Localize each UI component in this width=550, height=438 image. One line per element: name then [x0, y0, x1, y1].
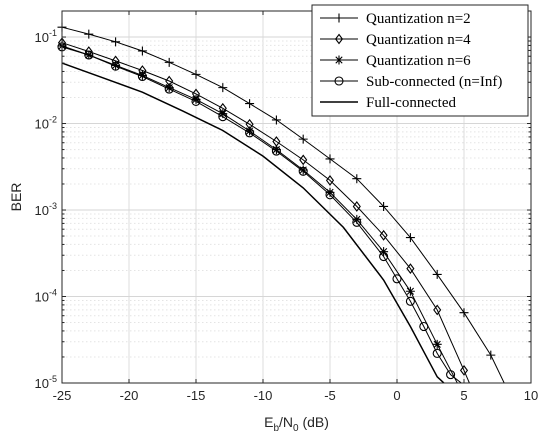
data-point — [137, 46, 147, 56]
data-point — [379, 229, 388, 241]
data-point — [218, 83, 228, 93]
data-point — [405, 233, 415, 243]
y-tick-label: 10-5 — [35, 374, 57, 391]
data-point — [419, 321, 429, 332]
data-point — [218, 112, 228, 122]
legend-entry-2: Quantization n=4 — [320, 32, 471, 48]
legend-label: Quantization n=6 — [366, 53, 471, 69]
series-line-1 — [61, 26, 505, 384]
data-point — [379, 247, 389, 257]
legend-entry-5: Full-connected — [320, 95, 456, 111]
data-point — [406, 263, 415, 275]
data-point — [298, 134, 308, 144]
series-group — [57, 22, 505, 384]
x-tick-label: -15 — [187, 388, 206, 403]
legend-label: Full-connected — [366, 95, 456, 111]
data-point — [432, 339, 442, 349]
data-point — [164, 57, 174, 67]
data-point — [111, 60, 121, 70]
series-line-4 — [61, 46, 462, 384]
legend-entry-4: Sub-connected (n=Inf) — [320, 74, 502, 90]
data-point — [405, 286, 415, 296]
data-point — [325, 174, 335, 186]
data-point — [392, 274, 402, 284]
data-point — [271, 145, 281, 155]
data-point — [271, 146, 281, 156]
data-point — [271, 115, 281, 125]
x-tick-label: 0 — [393, 388, 400, 403]
data-point — [433, 304, 442, 316]
data-point — [164, 83, 174, 93]
x-axis-label: Eb/N0 (dB) — [264, 414, 329, 434]
data-point — [111, 61, 121, 71]
y-axis-label: BER — [8, 183, 24, 212]
data-point — [405, 296, 415, 306]
series-5 — [61, 62, 445, 384]
data-point — [459, 364, 469, 376]
y-tick-label: 10-3 — [35, 201, 57, 218]
legend-marker — [334, 76, 344, 86]
data-point — [352, 217, 362, 227]
data-point — [164, 84, 174, 94]
data-point — [191, 96, 201, 106]
data-point — [432, 348, 442, 358]
data-point — [84, 29, 94, 39]
data-point — [325, 154, 335, 164]
legend-entry-3: Quantization n=6 — [320, 53, 471, 69]
legend-marker — [334, 55, 344, 65]
x-tick-label: 5 — [460, 388, 467, 403]
legend-label: Quantization n=2 — [366, 11, 471, 27]
legend: Quantization n=2 Quantization n=4 Quantiza… — [311, 4, 529, 117]
data-point — [191, 94, 201, 104]
data-point — [298, 166, 308, 176]
data-point — [352, 174, 362, 184]
data-point — [245, 128, 255, 138]
data-point — [352, 201, 361, 212]
x-tick-label: -25 — [53, 388, 72, 403]
data-point — [325, 187, 335, 197]
x-tick-label: -5 — [324, 388, 336, 403]
series-line-2 — [61, 42, 470, 384]
y-tick-label: 10-4 — [35, 288, 57, 305]
data-point — [379, 201, 389, 211]
data-point — [298, 165, 308, 175]
data-point — [191, 69, 201, 79]
data-point — [486, 350, 496, 360]
data-point — [218, 109, 228, 119]
series-line-3 — [61, 45, 458, 384]
x-tick-label: 10 — [524, 388, 538, 403]
data-point — [245, 99, 255, 109]
x-tick-label: -10 — [254, 388, 273, 403]
y-tick-label: 10-1 — [35, 28, 57, 45]
data-point — [299, 154, 308, 166]
data-point — [84, 50, 94, 60]
data-point — [245, 126, 255, 136]
x-tick-label: -20 — [120, 388, 139, 403]
ticks: -25 -20 -15 -10 -5 0 5 10 10-1 10-2 10-3 10-4 10-5 — [35, 10, 538, 403]
y-tick-label: 10-2 — [35, 115, 57, 132]
legend-entry-1: Quantization n=2 — [320, 11, 471, 27]
legend-label: Sub-connected (n=Inf) — [366, 74, 502, 90]
data-point — [111, 37, 121, 47]
series-4 — [57, 42, 462, 384]
plot-frame — [61, 10, 532, 384]
legend-marker — [334, 13, 344, 23]
data-point — [352, 214, 362, 224]
data-point — [325, 190, 335, 200]
data-point — [137, 70, 147, 80]
series-1 — [57, 22, 505, 384]
legend-marker — [334, 33, 344, 45]
data-point — [379, 251, 389, 262]
data-point — [137, 71, 147, 82]
data-point — [432, 269, 442, 279]
legend-label: Quantization n=4 — [366, 32, 471, 48]
series-line-5 — [61, 62, 445, 384]
data-point — [446, 370, 456, 380]
data-point — [459, 308, 469, 318]
